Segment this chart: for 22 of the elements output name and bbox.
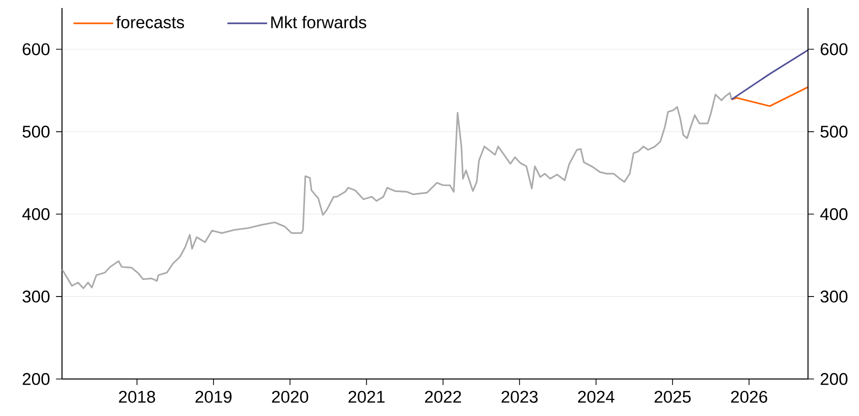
line-series: [730, 86, 808, 107]
legend-label: forecasts: [116, 16, 184, 28]
x-tick-label: 2025: [654, 390, 691, 403]
y-tick-label: 400: [22, 208, 50, 220]
x-tick-label: 2020: [272, 390, 308, 403]
y2-tick-label: 200: [820, 373, 848, 385]
y-tick-label: 500: [22, 126, 50, 138]
legend-label: Mkt forwards: [271, 16, 366, 28]
y2-tick-label: 600: [820, 43, 848, 56]
x-tick-label: 2018: [119, 390, 156, 403]
x-tick-label: 2022: [425, 390, 462, 403]
y-tick-label: 200: [22, 373, 50, 385]
x-tick-label: 2024: [578, 390, 614, 403]
x-tick-label: 2023: [502, 390, 538, 403]
y2-tick-label: 300: [820, 290, 848, 303]
y-tick-label: 600: [22, 43, 50, 56]
y2-tick-label: 400: [820, 208, 848, 220]
x-tick-label: 2026: [731, 390, 768, 403]
y-tick-label: 300: [22, 290, 50, 303]
y2-tick-label: 500: [820, 126, 848, 138]
x-tick-label: 2019: [196, 390, 232, 403]
x-tick-label: 2021: [348, 390, 385, 403]
